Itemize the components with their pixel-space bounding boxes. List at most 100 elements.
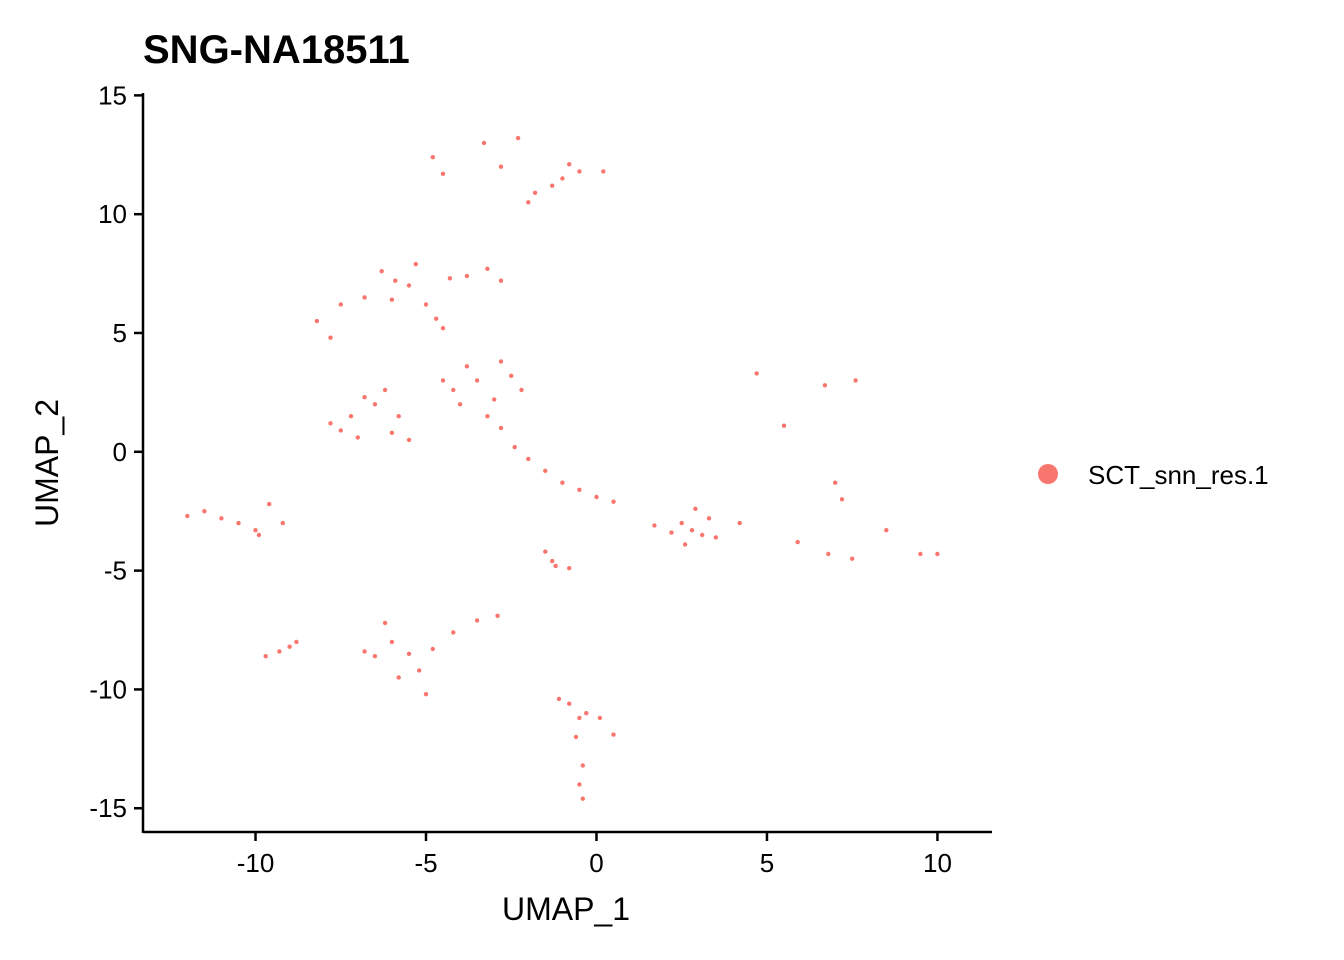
scatter-point xyxy=(481,140,487,146)
scatter-point xyxy=(372,402,378,407)
scatter-point xyxy=(584,711,589,716)
scatter-point xyxy=(256,532,262,538)
scatter-point xyxy=(580,763,585,768)
scatter-point xyxy=(202,509,207,514)
scatter-point xyxy=(679,520,684,526)
x-tick-label: -10 xyxy=(237,848,275,878)
scatter-point xyxy=(277,649,282,654)
scatter-point xyxy=(382,620,388,626)
scatter-point xyxy=(573,734,579,740)
scatter-point xyxy=(457,402,463,407)
scatter-point xyxy=(853,378,858,383)
scatter-point xyxy=(594,494,599,500)
scatter-point xyxy=(706,516,712,521)
scatter-point xyxy=(362,295,367,300)
scatter-point xyxy=(267,501,272,507)
scatter-point xyxy=(519,387,524,393)
scatter-point xyxy=(567,162,572,167)
scatter-point xyxy=(754,371,759,376)
scatter-point xyxy=(485,266,490,271)
scatter-point xyxy=(338,428,343,433)
scatter-point xyxy=(287,644,292,649)
y-tick-label: 10 xyxy=(98,199,127,229)
scatter-point xyxy=(918,551,923,557)
scatter-point xyxy=(884,528,889,533)
scatter-point xyxy=(560,480,565,485)
scatter-point xyxy=(498,425,504,431)
scatter-point xyxy=(689,528,695,533)
scatter-point xyxy=(543,468,548,473)
x-tick-label: 10 xyxy=(923,848,952,878)
scatter-point xyxy=(713,535,718,540)
scatter-point xyxy=(451,630,456,635)
points-layer xyxy=(185,135,940,801)
scatter-point xyxy=(553,563,558,569)
y-tick-label: -10 xyxy=(89,674,127,704)
scatter-point xyxy=(423,692,429,697)
scatter-point xyxy=(826,551,831,557)
scatter-point xyxy=(700,532,705,538)
legend: SCT_snn_res.1 xyxy=(1038,460,1269,490)
scatter-point xyxy=(495,613,500,618)
y-tick-label: 0 xyxy=(113,437,127,467)
scatter-point xyxy=(294,639,299,645)
x-axis-ticks: -10 -5 0 5 10 xyxy=(237,832,952,878)
scatter-point xyxy=(348,414,354,419)
scatter-point xyxy=(567,701,572,706)
scatter-point xyxy=(417,668,422,673)
scatter-point xyxy=(474,378,480,383)
scatter-point xyxy=(451,387,456,393)
scatter-point xyxy=(550,183,555,188)
scatter-point xyxy=(498,359,504,364)
scatter-point xyxy=(263,654,268,659)
y-axis-title: UMAP_2 xyxy=(29,399,65,527)
scatter-point xyxy=(393,278,398,283)
scatter-point xyxy=(464,364,470,369)
scatter-point xyxy=(434,316,439,321)
scatter-point xyxy=(362,649,367,654)
scatter-point xyxy=(430,155,435,160)
scatter-point xyxy=(512,444,517,450)
scatter-point xyxy=(430,646,435,652)
scatter-point xyxy=(328,335,333,340)
scatter-point xyxy=(396,675,401,680)
scatter-point xyxy=(693,506,698,511)
scatter-point xyxy=(464,273,470,279)
y-tick-label: -5 xyxy=(104,556,127,586)
scatter-point xyxy=(372,654,378,659)
scatter-point xyxy=(935,551,940,557)
x-axis-title: UMAP_1 xyxy=(502,891,630,927)
scatter-point xyxy=(822,383,828,388)
scatter-point xyxy=(485,414,490,419)
scatter-point xyxy=(440,378,446,383)
x-tick-label: 5 xyxy=(760,848,774,878)
scatter-point xyxy=(389,639,395,645)
scatter-point xyxy=(355,435,360,440)
scatter-point xyxy=(839,497,845,502)
scatter-point xyxy=(219,516,224,521)
scatter-point xyxy=(682,542,688,547)
scatter-point xyxy=(597,715,603,721)
scatter-point xyxy=(577,782,582,787)
scatter-point xyxy=(577,487,582,492)
scatter-point xyxy=(580,796,585,801)
y-tick-label: -15 xyxy=(89,793,127,823)
y-tick-label: 5 xyxy=(113,318,127,348)
scatter-point xyxy=(833,480,838,485)
y-axis-ticks: 15 10 5 0 -5 -10 -15 xyxy=(89,80,143,823)
scatter-point xyxy=(389,297,395,302)
scatter-point xyxy=(236,520,241,526)
scatter-point xyxy=(280,520,285,526)
scatter-point xyxy=(850,556,855,561)
y-tick-label: 15 xyxy=(98,80,127,110)
scatter-point xyxy=(515,135,521,141)
scatter-point xyxy=(498,164,504,169)
scatter-point xyxy=(423,302,429,307)
scatter-point xyxy=(413,261,418,267)
scatter-point xyxy=(253,528,258,533)
scatter-point xyxy=(543,549,548,554)
scatter-point xyxy=(737,520,742,526)
scatter-point xyxy=(492,397,497,402)
scatter-point xyxy=(560,176,565,181)
scatter-point xyxy=(498,278,504,283)
